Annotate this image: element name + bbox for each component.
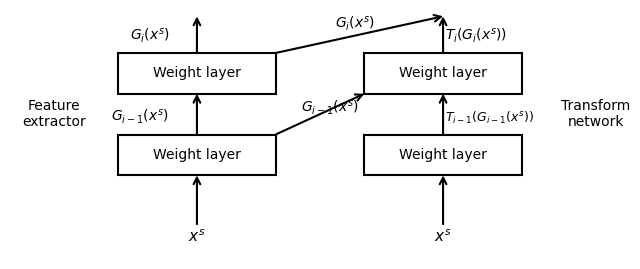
- Text: Weight layer: Weight layer: [153, 148, 241, 162]
- Text: $G_{i-1}(x^s)$: $G_{i-1}(x^s)$: [111, 108, 170, 126]
- Text: Weight layer: Weight layer: [399, 66, 487, 80]
- FancyBboxPatch shape: [118, 134, 276, 175]
- Text: Weight layer: Weight layer: [399, 148, 487, 162]
- Text: Weight layer: Weight layer: [153, 66, 241, 80]
- FancyBboxPatch shape: [364, 134, 522, 175]
- Text: $G_i(x^s)$: $G_i(x^s)$: [129, 26, 170, 45]
- Text: $G_{i-1}(x^s)$: $G_{i-1}(x^s)$: [301, 98, 359, 116]
- Text: Transform
network: Transform network: [561, 99, 630, 129]
- FancyBboxPatch shape: [364, 53, 522, 94]
- Text: $G_i(x^s)$: $G_i(x^s)$: [335, 14, 374, 33]
- Text: $x^s$: $x^s$: [435, 228, 452, 245]
- Text: $T_i(G_i(x^s))$: $T_i(G_i(x^s))$: [445, 26, 508, 45]
- FancyBboxPatch shape: [118, 53, 276, 94]
- Text: $T_{i-1}(G_{i-1}(x^s))$: $T_{i-1}(G_{i-1}(x^s))$: [445, 110, 534, 126]
- Text: $x^s$: $x^s$: [188, 228, 205, 245]
- Text: Feature
extractor: Feature extractor: [22, 99, 86, 129]
